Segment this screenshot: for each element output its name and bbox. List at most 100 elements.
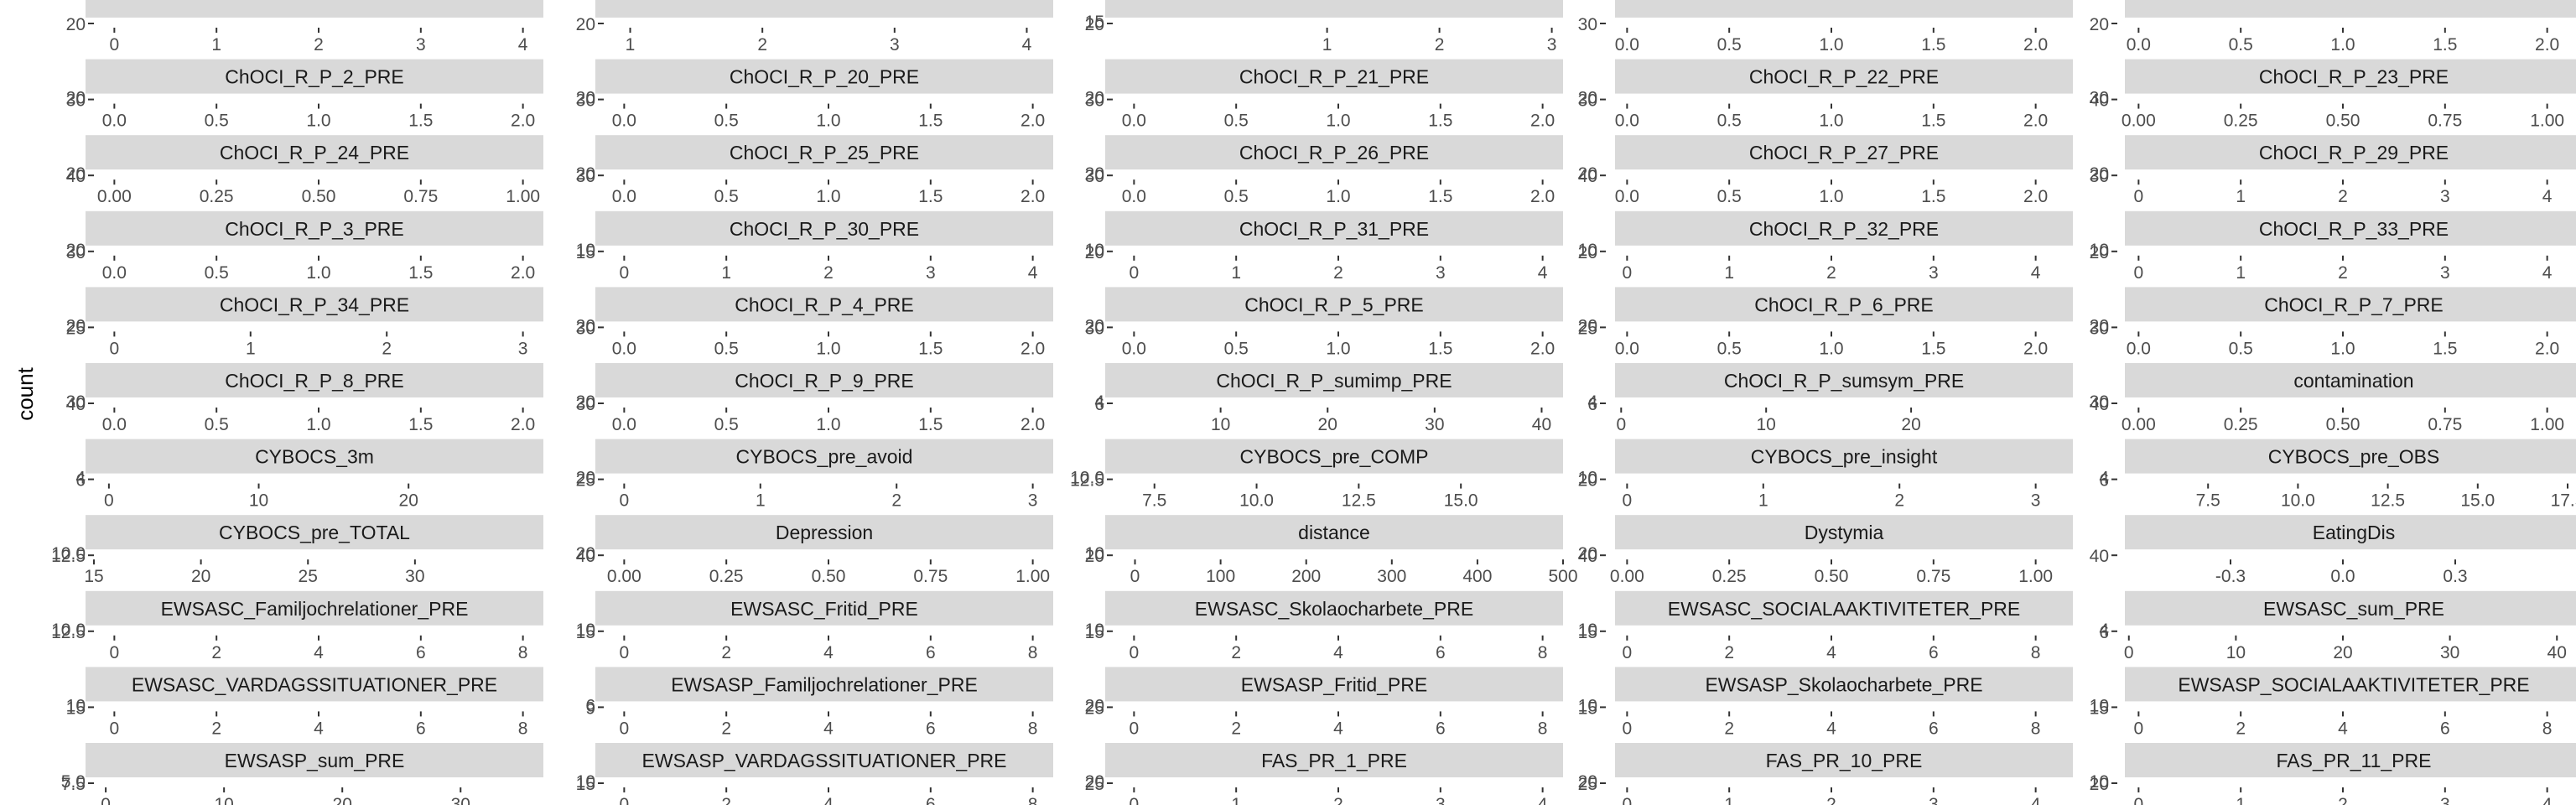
x-tick-label: 8 [1538, 643, 1548, 662]
x-tick-label: 0 [104, 491, 114, 511]
facet-strip [86, 667, 543, 702]
y-tick-label: 20 [1085, 243, 1104, 262]
x-tick-label: 1.0 [816, 187, 840, 206]
x-tick-label: 3 [1929, 263, 1939, 283]
x-tick-label: 500 [1548, 567, 1577, 586]
x-tick-label: 4 [2031, 263, 2041, 283]
y-tick-label: 10 [1578, 621, 1597, 640]
facet-strip [2125, 0, 2576, 18]
facet-panel: CYBOCS_pre_OBS 7.5 10.0 12.5 15.0 17.5 64 [2099, 439, 2576, 511]
facet-strip-label: ChOCI_R_P_20_PRE [730, 66, 919, 88]
facet-strip [86, 590, 543, 626]
facet-strip-label: EWSASP_VARDAGSSITUATIONER_PRE [642, 750, 1007, 771]
x-tick-label: 2 [1231, 643, 1241, 662]
y-tick-label: 15 [1085, 623, 1104, 642]
x-tick-label: 6 [926, 643, 936, 662]
x-tick-label: 3 [1436, 795, 1446, 805]
facet-strip-label: ChOCI_R_P_5_PRE [1244, 293, 1424, 315]
x-tick-label: 0.5 [205, 415, 229, 434]
x-tick-label: 1.0 [1326, 112, 1350, 131]
facet-panel: CYBOCS_3m 0 10 20 64 [75, 439, 543, 511]
x-tick-label: 0.25 [2224, 415, 2258, 434]
x-tick-label: 10 [2226, 643, 2246, 662]
y-tick-label: 15 [576, 623, 595, 642]
y-tick-label: 20 [2090, 164, 2109, 184]
x-tick-label: 1.0 [816, 415, 840, 434]
facet-strip [86, 515, 543, 550]
y-tick-label: 40 [66, 167, 86, 186]
x-tick-label: 7.5 [2196, 491, 2220, 511]
y-tick-label: 10 [1578, 241, 1597, 260]
x-tick-label: 6 [926, 795, 936, 805]
facet-strip-label: ChOCI_R_P_26_PRE [1239, 142, 1429, 164]
x-tick-label: 1.0 [1326, 187, 1350, 206]
x-tick-label: 1.0 [1819, 187, 1843, 206]
y-tick-label: 40 [2090, 395, 2109, 414]
x-tick-label: 2 [721, 719, 731, 738]
y-tick-label: 12.5 [51, 623, 86, 642]
y-tick-label: 15 [66, 699, 86, 718]
x-tick-label: 0 [1623, 795, 1633, 805]
y-tick-label: 6 [1094, 395, 1104, 414]
x-tick-label: 6 [416, 643, 426, 662]
x-tick-label: 0.25 [2224, 112, 2258, 131]
x-tick-label: 0.5 [205, 263, 229, 283]
x-tick-label: 2.0 [1021, 187, 1045, 206]
x-tick-label: 12.5 [2371, 491, 2405, 511]
facet-panel: CYBOCS_pre_TOTAL 15 20 25 30 12.510.0 [51, 515, 543, 586]
y-tick-label: 20 [66, 15, 86, 34]
x-tick-label: 1 [1231, 263, 1241, 283]
facet-strip [1105, 135, 1563, 170]
x-tick-label: 0 [1616, 415, 1626, 434]
y-tick-label: 20 [1578, 544, 1597, 564]
x-tick-label: 4 [2542, 795, 2553, 805]
x-tick-label: 2 [1724, 643, 1734, 662]
facet-strip [2125, 287, 2576, 322]
facet-strip [86, 0, 543, 18]
x-tick-label: 6 [1929, 643, 1939, 662]
x-tick-label: 1.0 [1819, 339, 1843, 358]
x-tick-label: 4 [314, 643, 324, 662]
x-tick-label: 1 [626, 35, 636, 55]
x-tick-label: 2.0 [1021, 112, 1045, 131]
x-tick-label: 1.5 [918, 339, 943, 358]
facet-strip [2125, 743, 2576, 777]
facet-strip-label: ChOCI_R_P_8_PRE [225, 370, 404, 392]
y-tick-label: 6 [2099, 623, 2109, 642]
x-tick-label: 6 [1929, 719, 1939, 738]
y-tick-label: 25 [1578, 319, 1597, 338]
y-tick-label: 20 [576, 469, 595, 488]
y-tick-label: 30 [66, 243, 86, 262]
x-tick-label: 0.5 [714, 339, 739, 358]
x-tick-label: 0.25 [1712, 567, 1747, 586]
y-axis-title: count [13, 366, 38, 420]
facet-strip-label: ChOCI_R_P_24_PRE [220, 142, 409, 164]
x-tick-label: 4 [2542, 187, 2553, 206]
y-tick-label: 40 [2090, 547, 2109, 566]
x-tick-label: 15.0 [1444, 491, 1478, 511]
x-tick-label: 3 [2440, 263, 2450, 283]
y-tick-label: 10 [2090, 241, 2109, 260]
x-tick-label: 0.0 [102, 415, 127, 434]
x-tick-label: -0.3 [2215, 567, 2246, 586]
x-tick-label: 1 [721, 263, 731, 283]
y-tick-label: 20 [1578, 471, 1597, 491]
x-tick-label: 0.0 [2330, 567, 2355, 586]
x-tick-label: 0.5 [2229, 339, 2253, 358]
x-tick-label: 1.0 [306, 112, 330, 131]
y-tick-label: 30 [2090, 89, 2109, 108]
x-tick-label: 0.5 [1224, 112, 1249, 131]
facet-panel: EWSASC_Familjochrelationer_PRE 0 2 4 6 8 12.51… [51, 590, 543, 662]
x-tick-label: 30 [451, 795, 470, 805]
facet-panel: EatingDis -0.3 0.0 0.3 40 [2090, 515, 2576, 586]
x-tick-label: 0.0 [2127, 339, 2151, 358]
x-tick-label: 2 [211, 719, 221, 738]
